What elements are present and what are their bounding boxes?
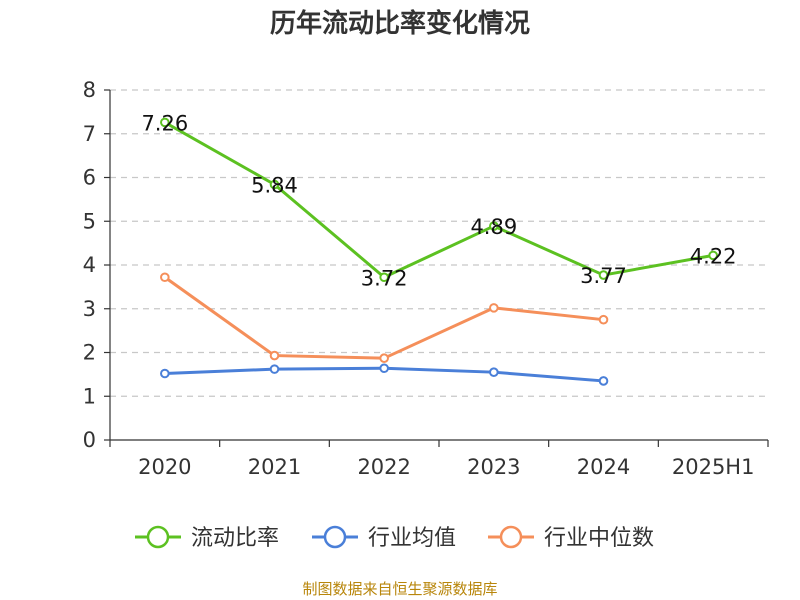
data-point [269, 350, 280, 361]
y-tick-label: 3 [83, 297, 96, 321]
y-tick-label: 2 [83, 341, 96, 365]
data-label: 5.84 [251, 174, 298, 198]
legend-label: 行业中位数 [544, 526, 654, 551]
data-label: 3.77 [580, 264, 627, 288]
y-tick-label: 8 [83, 78, 96, 102]
x-tick-label: 2021 [248, 455, 301, 479]
data-point [160, 272, 170, 283]
series-group [160, 117, 718, 386]
data-label: 3.72 [361, 266, 408, 290]
data-label: 4.89 [470, 215, 517, 239]
legend-swatch-marker [146, 525, 170, 549]
data-point [269, 364, 280, 374]
y-tick-label: 5 [83, 209, 96, 233]
data-point [379, 363, 389, 374]
data-point [489, 367, 499, 377]
data-labels: 7.26 5.84 3.72 4.89 3.77 4.22 [141, 111, 736, 290]
grid-lines [110, 89, 768, 397]
source-note: 制图数据来自恒生聚源数据库 [302, 580, 497, 598]
data-point [160, 117, 170, 128]
legend-swatch-marker [323, 525, 347, 549]
x-tick-label: 2020 [138, 455, 191, 479]
y-tick-label: 0 [83, 428, 96, 452]
legend-swatch-marker [499, 525, 523, 549]
y-tick-label: 4 [83, 253, 96, 277]
data-label: 7.26 [141, 111, 188, 135]
legend: 流动比率 行业均值 行业中位数 [135, 525, 654, 551]
series-line [164, 121, 714, 279]
data-point [598, 270, 609, 280]
data-point [708, 250, 718, 261]
x-tick-label: 2022 [357, 455, 410, 479]
data-label: 4.22 [690, 244, 737, 268]
chart-title: 历年流动比率变化情况 [270, 8, 530, 39]
legend-label: 流动比率 [191, 526, 279, 551]
data-point [379, 272, 389, 283]
data-point [269, 179, 280, 190]
x-tick-label: 2024 [577, 455, 630, 479]
data-point [489, 303, 499, 313]
axes: 0 1 2 3 4 5 6 7 8 2020 2021 2022 2023 2024 2025H1 [83, 78, 769, 479]
legend-label: 行业均值 [368, 526, 456, 551]
y-tick-label: 7 [83, 122, 96, 146]
data-point [160, 368, 170, 379]
x-tick-label: 2025H1 [672, 455, 755, 479]
data-point [489, 221, 499, 231]
x-tick-label: 2023 [467, 455, 520, 479]
data-point [379, 353, 389, 363]
y-tick-label: 6 [83, 166, 96, 190]
data-point [598, 376, 609, 386]
y-tick-label: 1 [83, 384, 96, 408]
data-point [598, 314, 609, 325]
